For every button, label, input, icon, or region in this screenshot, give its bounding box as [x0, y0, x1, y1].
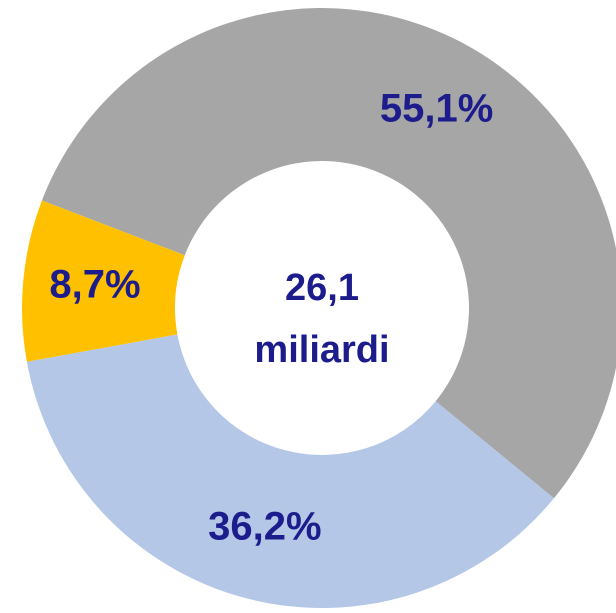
center-value: 26,1 [285, 267, 359, 309]
donut-segment [41, 7, 616, 499]
donut-segment [26, 334, 554, 608]
value-label: 55,1% [380, 86, 493, 130]
donut-segment [21, 200, 185, 362]
value-label: 8,7% [49, 262, 140, 306]
center-unit: miliardi [254, 329, 389, 371]
value-label: 36,2% [208, 504, 321, 548]
